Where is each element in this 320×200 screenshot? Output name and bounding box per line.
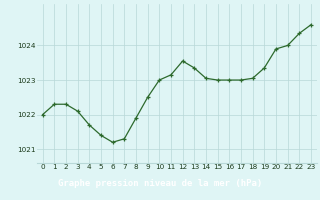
Text: Graphe pression niveau de la mer (hPa): Graphe pression niveau de la mer (hPa)	[58, 178, 262, 188]
